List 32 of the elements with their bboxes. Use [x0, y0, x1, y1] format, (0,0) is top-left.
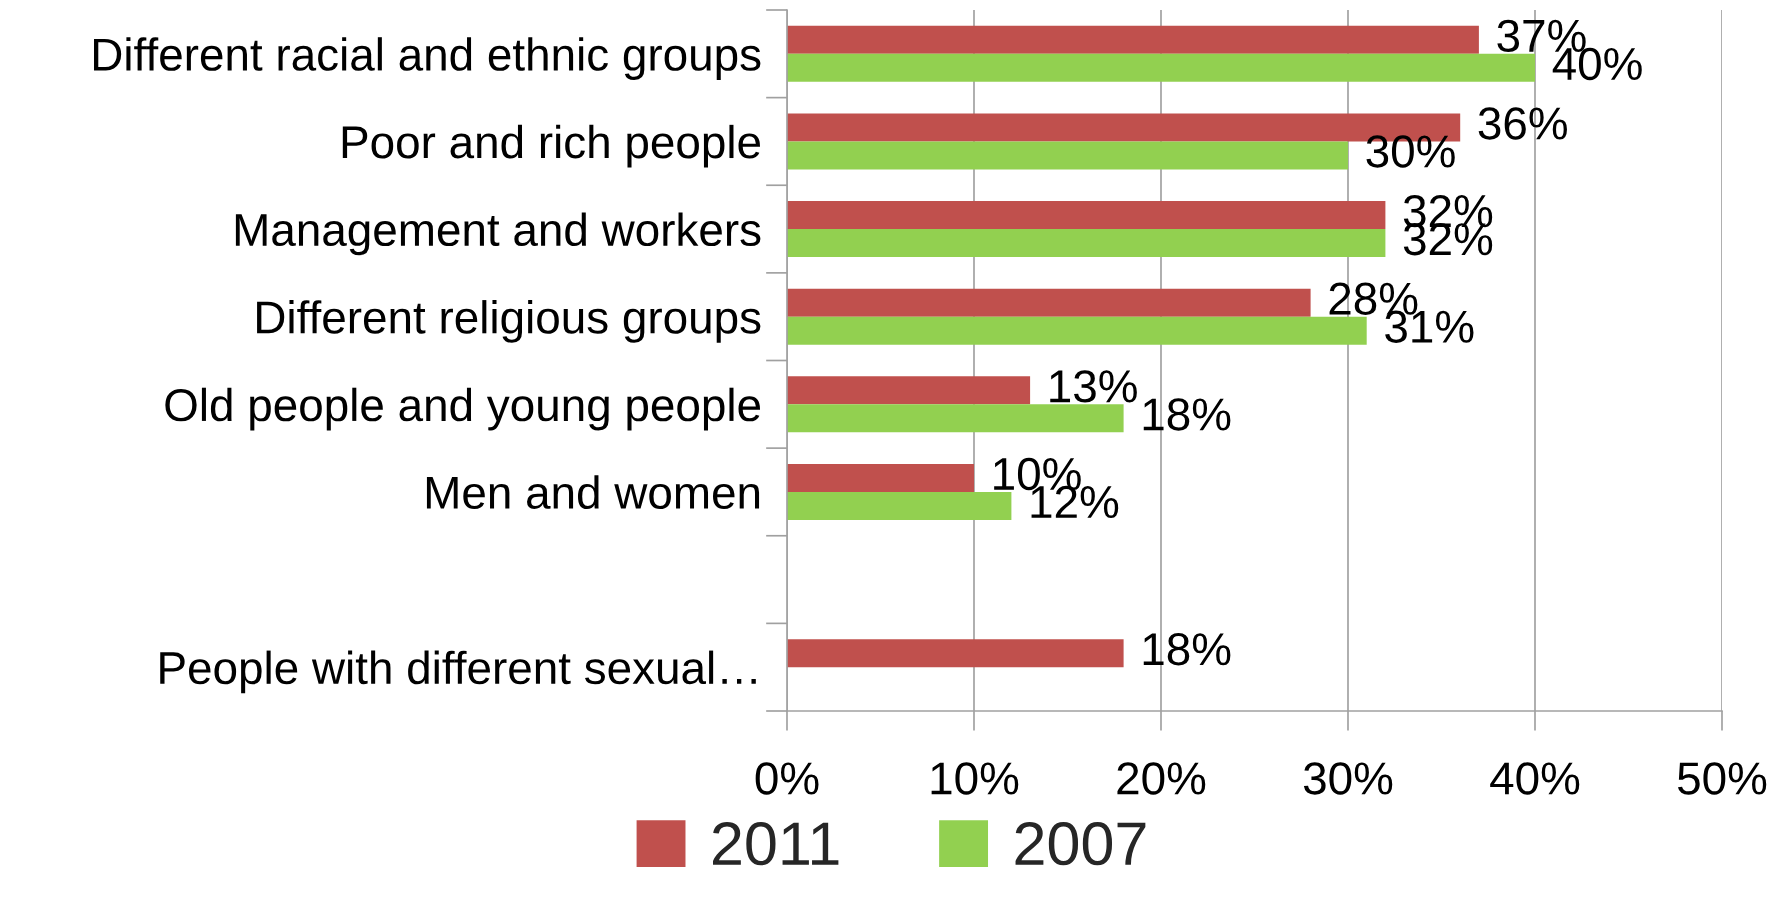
x-tick-label: 40%: [1490, 762, 1580, 795]
bar: [787, 404, 1124, 433]
data-label: 36%: [1478, 107, 1567, 140]
legend-label: 2011: [713, 822, 839, 866]
data-label: 13%: [1050, 370, 1137, 403]
x-tick-label: 50%: [1677, 762, 1767, 795]
y-tick-label: People with different sexual…: [160, 650, 756, 694]
bar: [787, 639, 1124, 668]
bar: [787, 376, 1031, 405]
bar: [787, 53, 1535, 82]
y-tick-label: Management and workers: [235, 212, 761, 256]
x-tick-label: 30%: [1303, 762, 1393, 795]
data-label: 30%: [1366, 135, 1455, 168]
y-tick-label: Different racial and ethnic groups: [94, 37, 761, 80]
x-tick-label: 0%: [755, 762, 819, 795]
data-label: 18%: [1143, 633, 1231, 666]
x-tick-label: 10%: [931, 762, 1019, 795]
bar: [787, 463, 974, 492]
bar: [787, 491, 1012, 520]
x-tick-label: 20%: [1117, 762, 1206, 795]
y-tick-label: Different religious groups: [257, 300, 761, 343]
bar: [787, 316, 1367, 345]
legend-label: 2007: [1015, 822, 1146, 866]
bar: [787, 229, 1386, 258]
y-tick-label: Poor and rich people: [342, 124, 760, 168]
bar: [787, 141, 1348, 170]
y-tick-label: Men and women: [426, 475, 760, 509]
y-tick-label: Old people and young people: [165, 387, 761, 431]
data-label: 18%: [1143, 398, 1231, 431]
bar: [787, 25, 1479, 54]
bar: [787, 288, 1311, 317]
bar: [787, 201, 1386, 230]
